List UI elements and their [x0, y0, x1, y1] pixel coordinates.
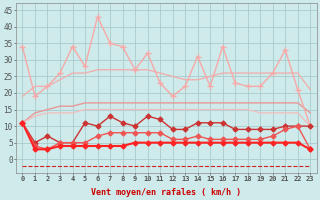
- X-axis label: Vent moyen/en rafales ( km/h ): Vent moyen/en rafales ( km/h ): [92, 188, 241, 197]
